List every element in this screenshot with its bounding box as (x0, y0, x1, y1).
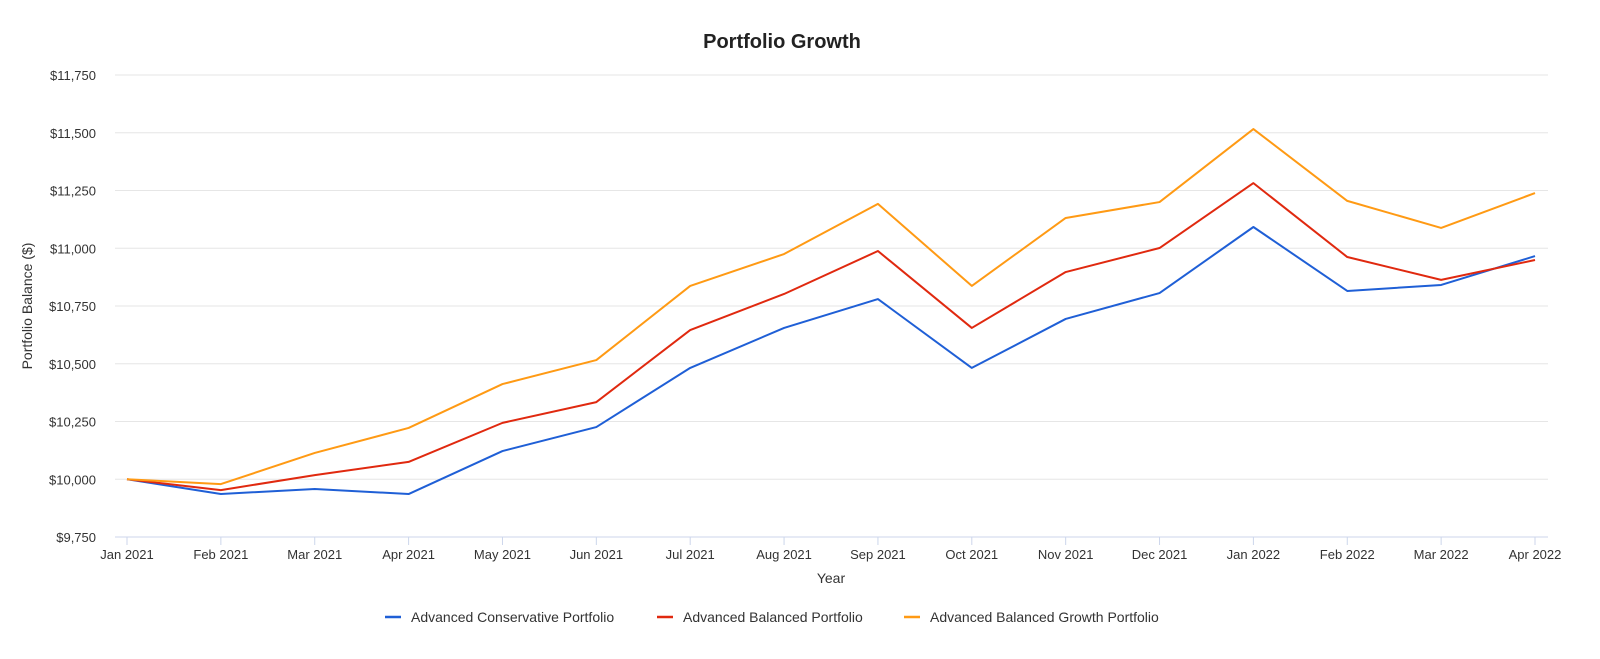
x-tick-label: Jul 2021 (666, 547, 715, 562)
chart-title: Portfolio Growth (703, 31, 861, 53)
y-tick-label: $11,750 (50, 68, 96, 83)
x-tick-label: Aug 2021 (756, 547, 812, 562)
x-tick-label: Mar 2021 (287, 547, 342, 562)
x-tick-label: Apr 2022 (1509, 547, 1562, 562)
series-line-0[interactable] (126, 225, 1536, 496)
x-tick-label: Jan 2021 (100, 547, 154, 562)
x-tick-label: Sep 2021 (850, 547, 906, 562)
x-tick-label: Mar 2022 (1414, 547, 1469, 562)
series-line-1[interactable] (126, 182, 1536, 492)
x-tick-label: Dec 2021 (1132, 547, 1188, 562)
y-tick-label: $10,000 (49, 472, 96, 487)
legend-label: Advanced Balanced Portfolio (683, 609, 863, 625)
x-tick-label: Nov 2021 (1038, 547, 1094, 562)
x-tick-label: Apr 2021 (382, 547, 435, 562)
x-tick-label: Jun 2021 (570, 547, 624, 562)
y-tick-label: $11,500 (50, 126, 96, 141)
y-tick-label: $10,750 (49, 299, 96, 314)
y-axis-label: Portfolio Balance ($) (19, 243, 35, 370)
x-tick-label: May 2021 (474, 547, 531, 562)
y-tick-label: $9,750 (56, 530, 96, 545)
y-tick-label: $11,250 (50, 184, 96, 199)
series-line-2[interactable] (126, 128, 1536, 486)
x-tick-label: Feb 2021 (193, 547, 248, 562)
x-tick-label: Jan 2022 (1227, 547, 1281, 562)
legend-item-0[interactable]: Advanced Conservative Portfolio (385, 609, 614, 625)
y-tick-label: $11,000 (50, 241, 96, 256)
legend-item-2[interactable]: Advanced Balanced Growth Portfolio (904, 609, 1159, 625)
legend-label: Advanced Conservative Portfolio (411, 609, 614, 625)
y-tick-label: $10,500 (49, 357, 96, 372)
y-tick-label: $10,250 (49, 415, 96, 430)
x-tick-label: Oct 2021 (945, 547, 998, 562)
legend-label: Advanced Balanced Growth Portfolio (930, 609, 1159, 625)
x-tick-label: Feb 2022 (1320, 547, 1375, 562)
x-axis-label: Year (817, 570, 846, 586)
legend-item-1[interactable]: Advanced Balanced Portfolio (657, 609, 863, 625)
